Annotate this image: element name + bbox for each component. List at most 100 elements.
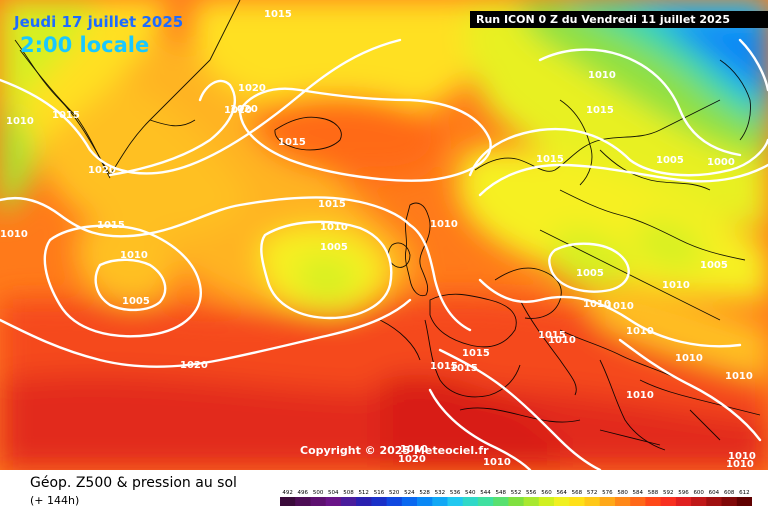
legend-tick-label: 612 (739, 490, 750, 496)
isobar-label: 1010 (120, 250, 148, 261)
isobar-1015-atlantic (0, 196, 412, 238)
isobar-label: 1020 (88, 165, 116, 176)
isobar-label: 1015 (264, 9, 292, 20)
legend-tick-label: 524 (404, 490, 415, 496)
geopotential-field (0, 0, 768, 470)
legend-tick-label: 608 (724, 490, 735, 496)
legend-tick-label: 564 (556, 490, 567, 496)
isobar-1010-iberia (428, 388, 532, 470)
isobar-label: 1010 (662, 280, 690, 291)
isobar-label: 1010 (606, 301, 634, 312)
isobar-label: 1015 (52, 110, 80, 121)
isobar-1015-north (0, 38, 402, 175)
legend-swatch (477, 497, 494, 506)
legend-tick-label: 540 (465, 490, 476, 496)
isobar-label: 1020 (224, 105, 252, 116)
legend-swatch (675, 497, 692, 506)
isobar-label: 1010 (583, 299, 611, 310)
isobar-1010-central-low (260, 220, 393, 320)
isobar-1005-west-low (94, 258, 167, 312)
legend-swatch (401, 497, 418, 506)
legend-tick-label: 500 (313, 490, 324, 496)
isobar-label: 1010 (430, 219, 458, 230)
legend-swatch (660, 497, 677, 506)
legend-tick-label: 560 (541, 490, 552, 496)
legend-swatch (523, 497, 540, 506)
isobar-label: 1005 (656, 155, 684, 166)
legend-tick-label: 496 (298, 490, 309, 496)
model-run-label: Run ICON 0 Z du Vendredi 11 juillet 2025 (470, 11, 768, 28)
legend-swatch (569, 497, 585, 506)
legend-swatch (447, 497, 464, 506)
isobar-label: 1010 (483, 457, 511, 468)
legend-tick-label: 568 (572, 490, 583, 496)
isobar-1020-south (0, 298, 412, 368)
legend-swatch (645, 497, 661, 506)
isobar-label: 1015 (318, 199, 346, 210)
isobar-1015-biscay (408, 223, 472, 332)
legend-swatch (584, 497, 601, 506)
color-legend: 492 496 500 504 508 512 516 520 524 528 532 536 540 5… (280, 490, 752, 506)
isobar-1010-europe (478, 163, 768, 197)
isobar-label: 1010 (588, 70, 616, 81)
legend-tick-label: 544 (480, 490, 491, 496)
isobar-label: 1020 (180, 360, 208, 371)
isobar-label: 1015 (430, 361, 458, 372)
legend-tick-label: 536 (450, 490, 461, 496)
isobar-label: 1010 (675, 353, 703, 364)
legend-swatch (538, 497, 555, 506)
isobar-label: 1015 (462, 348, 490, 359)
isobar-label: 1010 (626, 326, 654, 337)
legend-tick-label: 520 (389, 490, 400, 496)
legend-swatch (386, 497, 403, 506)
isobar-label: 1020 (238, 83, 266, 94)
isobar-label: 1010 (320, 222, 348, 233)
isobar-label: 1015 (536, 154, 564, 165)
isobar-label: 1015 (538, 330, 566, 341)
isobar-label: 1010 (725, 371, 753, 382)
legend-tick-label: 592 (663, 490, 674, 496)
legend-tick-label: 492 (282, 490, 293, 496)
legend-tick-label: 516 (374, 490, 385, 496)
legend-swatch (432, 497, 448, 506)
isobar-1010-west-low (43, 224, 202, 338)
legend-tick-label: 572 (587, 490, 598, 496)
isobar-label: 1015 (97, 220, 125, 231)
legend-tick-label: 596 (678, 490, 689, 496)
legend-swatch (417, 497, 433, 506)
legend-tick-label: 600 (693, 490, 704, 496)
isobar-label: 1010 (6, 116, 34, 127)
legend-tick-label: 588 (648, 490, 659, 496)
isobar-label: 1010 (728, 451, 756, 462)
isobar-1015-europe-arc (468, 127, 768, 177)
isobar-1010-scandinavia (538, 48, 742, 157)
isobar-label: 1000 (707, 157, 735, 168)
isobar-label: 1005 (320, 242, 348, 253)
isobar-label: 1020 (398, 454, 426, 465)
legend-swatch (554, 497, 570, 506)
legend-tick-label: 576 (602, 490, 613, 496)
legend-swatch (691, 497, 707, 506)
legend-tick-label: 580 (617, 490, 628, 496)
forecast-date: Jeudi 17 juillet 2025 (14, 13, 184, 31)
legend-tick-label: 532 (435, 490, 446, 496)
legend-swatch (356, 497, 372, 506)
legend-tick-label: 584 (633, 490, 644, 496)
isobars (0, 38, 768, 470)
legend-swatch (721, 497, 738, 506)
isobar-label: 1010 (726, 459, 754, 470)
isobar-label: 1010 (0, 229, 28, 240)
isobar-1020-greenland (108, 79, 237, 177)
isobar-label: 1010 (400, 444, 428, 455)
isobar-1010-med (438, 348, 602, 470)
lead-time: (+ 144h) (30, 494, 80, 507)
legend-swatch (508, 497, 524, 506)
isobar-1010-central-europe (478, 278, 742, 348)
legend-tick-label: 504 (328, 490, 339, 496)
isobar-1005-europe-low (548, 242, 630, 293)
isobar-label: 1015 (450, 363, 478, 374)
legend-swatch (310, 497, 327, 506)
isobar-label: 1020 (230, 104, 258, 115)
copyright-notice: Copyright © 2025 Meteociel.fr (300, 444, 489, 457)
legend-swatch (340, 497, 357, 506)
